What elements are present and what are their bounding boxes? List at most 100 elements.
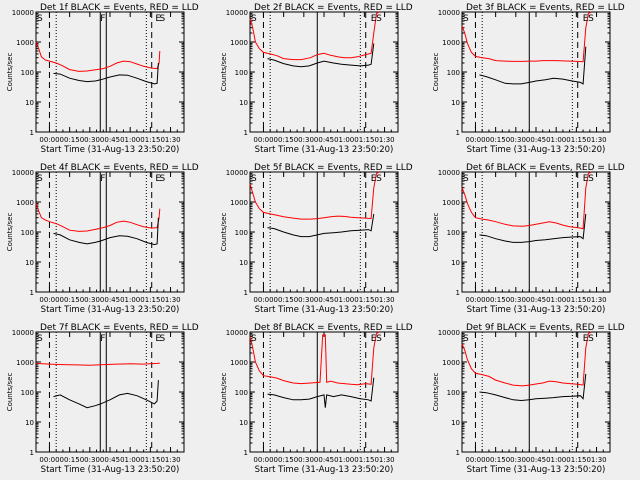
y-tick-label: 1000 [442,359,460,367]
y-axis-label: Counts/sec [6,213,14,252]
lld-series-line [249,11,380,61]
x-tick-label: 00:45 [526,136,546,144]
segment-marker-label: F [100,14,105,24]
y-tick-label: 1000 [230,199,248,207]
y-tick-label: 1 [456,129,460,137]
x-tick-label: 01:30 [160,456,180,464]
y-tick-label: 1 [30,449,34,457]
x-tick-label: 00:30 [294,296,314,304]
plot-frame [35,331,185,453]
segment-marker-label: E [155,334,161,344]
x-tick-label: 01:15 [354,296,374,304]
segment-marker-label: S [251,334,257,344]
x-tick-label: 01:15 [566,136,586,144]
panel-6: Det 6f BLACK = Events, RED = LLD Counts/s… [432,163,625,315]
events-series-line [479,213,587,243]
y-tick-label: 10000 [438,9,460,17]
events-series-line [53,217,159,246]
segment-marker-label: S [37,334,43,344]
x-tick-label: 01:00 [334,456,354,464]
segment-marker-label: E [583,174,589,184]
panel-title: Det 4f BLACK = Events, RED = LLD [40,163,199,173]
x-tick-label: 01:00 [120,296,140,304]
y-axis-label: Counts/sec [432,53,440,92]
x-tick-label: 00:45 [314,296,334,304]
panel-title: Det 3f BLACK = Events, RED = LLD [466,3,625,13]
x-tick-label: 00:30 [80,136,100,144]
y-tick-label: 10 [25,419,34,427]
segment-marker-label: S [588,334,594,344]
y-tick-label: 10000 [226,169,248,177]
x-tick-label: 00:45 [526,456,546,464]
x-axis-label: Start Time (31-Aug-13 23:50:20) [467,465,606,475]
panel-4: Det 4f BLACK = Events, RED = LLD Counts/s… [6,163,199,315]
panel-9: Det 9f BLACK = Events, RED = LLD Counts/s… [432,323,625,475]
y-tick-label: 1000 [442,39,460,47]
x-axis-label: Start Time (31-Aug-13 23:50:20) [255,145,394,155]
segment-marker-label: E [155,14,161,24]
x-tick-label: 00:15 [60,456,80,464]
y-tick-label: 1000 [16,359,34,367]
y-tick-label: 1 [30,129,34,137]
segment-marker-label: S [37,174,43,184]
y-tick-label: 10000 [226,329,248,337]
y-tick-label: 10000 [12,9,34,17]
x-tick-label: 01:30 [586,136,606,144]
x-tick-label: 00:15 [274,456,294,464]
segment-marker-label: S [159,174,165,184]
y-tick-label: 10000 [438,329,460,337]
y-axis-label: Counts/sec [6,53,14,92]
y-tick-label: 100 [447,69,460,77]
y-tick-label: 10000 [12,169,34,177]
panel-1: Det 1f BLACK = Events, RED = LLD Counts/s… [6,3,199,155]
panel-title: Det 6f BLACK = Events, RED = LLD [466,163,625,173]
y-tick-label: 10 [25,259,34,267]
x-axis-label: Start Time (31-Aug-13 23:50:20) [255,305,394,315]
y-tick-label: 10000 [12,329,34,337]
y-tick-label: 10 [239,419,248,427]
x-tick-label: 01:00 [546,456,566,464]
lld-series-line [249,331,380,386]
segment-marker-label: S [251,174,257,184]
lld-series-line [461,11,592,63]
panel-title: Det 7f BLACK = Events, RED = LLD [40,323,199,333]
segment-marker-label: E [371,334,377,344]
x-tick-label: 00:15 [60,136,80,144]
lld-series-line [461,171,592,230]
y-tick-label: 100 [447,229,460,237]
x-tick-label: 00:30 [80,456,100,464]
y-axis-label: Counts/sec [220,53,228,92]
segment-marker-label: S [588,174,594,184]
plot-frame [35,171,185,293]
panel-3: Det 3f BLACK = Events, RED = LLD Counts/s… [432,3,625,155]
y-tick-label: 1000 [230,39,248,47]
x-tick-label: 00:15 [486,456,506,464]
panel-7: Det 7f BLACK = Events, RED = LLD Counts/s… [6,323,199,475]
events-series-line [267,377,375,408]
panel-title: Det 2f BLACK = Events, RED = LLD [254,3,413,13]
x-tick-label: 01:15 [354,456,374,464]
y-tick-label: 10000 [226,9,248,17]
x-tick-label: 00:30 [506,296,526,304]
x-tick-label: 01:15 [354,136,374,144]
x-tick-label: 01:30 [374,136,394,144]
x-tick-label: 00:45 [100,456,120,464]
events-series-line [53,380,159,409]
segment-marker-label: S [463,174,469,184]
x-tick-label: 01:30 [160,296,180,304]
lld-series-line [249,171,380,220]
y-tick-label: 1 [30,289,34,297]
plot-frame [461,171,611,293]
x-tick-label: 00:15 [274,296,294,304]
y-tick-label: 1 [244,289,248,297]
panel-8: Det 8f BLACK = Events, RED = LLD Counts/s… [220,323,413,475]
segment-marker-label: S [463,334,469,344]
x-axis-label: Start Time (31-Aug-13 23:50:20) [41,465,180,475]
y-tick-label: 1000 [16,39,34,47]
x-tick-label: 00:15 [486,296,506,304]
y-tick-label: 10 [451,99,460,107]
x-tick-label: 00:00 [253,136,273,144]
panel-title: Det 5f BLACK = Events, RED = LLD [254,163,413,173]
y-tick-label: 10 [239,99,248,107]
x-axis-label: Start Time (31-Aug-13 23:50:20) [467,305,606,315]
